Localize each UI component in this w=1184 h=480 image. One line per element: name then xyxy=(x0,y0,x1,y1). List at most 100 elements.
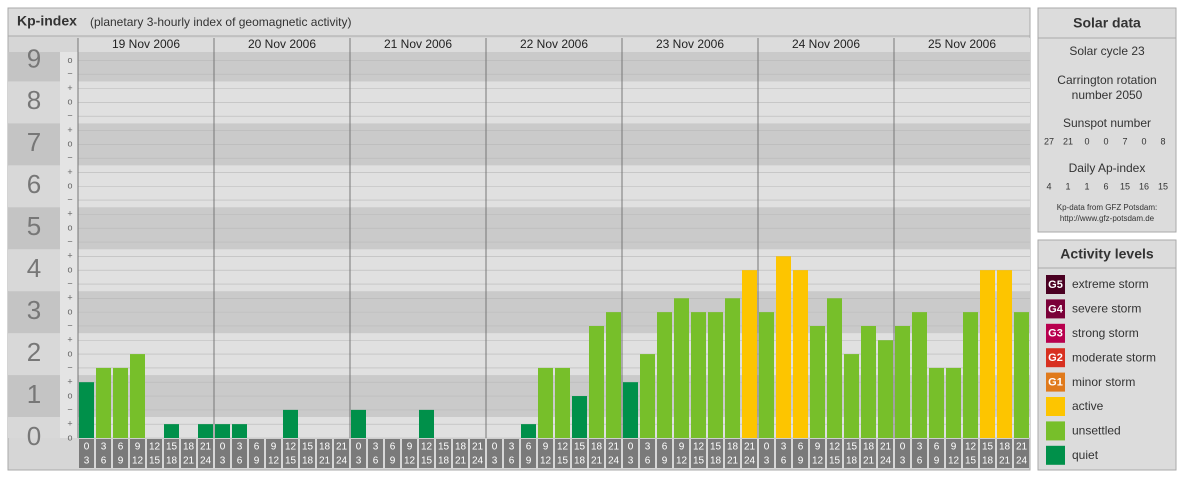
bar xyxy=(980,270,995,438)
slot-end: 6 xyxy=(781,456,787,467)
slot-end: 18 xyxy=(438,456,450,467)
sunspot-value: 0 xyxy=(1103,136,1108,146)
slot-box xyxy=(946,439,961,468)
slot-start: 21 xyxy=(472,442,484,453)
slot-box xyxy=(470,439,485,468)
bar xyxy=(691,312,706,438)
slot-start: 18 xyxy=(591,442,603,453)
ap-value: 16 xyxy=(1139,181,1149,191)
slot-start: 15 xyxy=(166,442,178,453)
slot-start: 0 xyxy=(900,442,906,453)
slot-box xyxy=(521,439,536,468)
slot-box xyxy=(249,439,264,468)
ap-value: 1 xyxy=(1084,181,1089,191)
bar xyxy=(640,354,655,438)
slot-start: 15 xyxy=(846,442,858,453)
bar xyxy=(895,325,910,438)
ap-value: 15 xyxy=(1158,181,1168,191)
slot-end: 9 xyxy=(934,456,940,467)
slot-end: 15 xyxy=(285,456,297,467)
slot-start: 15 xyxy=(302,442,314,453)
bar xyxy=(215,424,230,438)
slot-end: 9 xyxy=(526,456,532,467)
bar xyxy=(521,424,536,438)
carrington: Carrington rotation xyxy=(1057,73,1156,87)
source: Kp-data from GFZ Potsdam: xyxy=(1057,203,1157,212)
slot-end: 15 xyxy=(965,456,977,467)
minor-tick-label: o xyxy=(67,181,72,191)
slot-box xyxy=(351,439,366,468)
sunspot-value: 0 xyxy=(1141,136,1146,146)
slot-start: 18 xyxy=(999,442,1011,453)
slot-start: 9 xyxy=(543,442,549,453)
slot-box xyxy=(606,439,621,468)
axis-band xyxy=(8,123,60,166)
minor-tick-label: − xyxy=(67,194,72,204)
bar xyxy=(793,270,808,438)
axis-band xyxy=(8,52,60,82)
level-swatch xyxy=(1046,348,1065,368)
title: Kp-index xyxy=(17,13,77,29)
sunspot-value: 21 xyxy=(1063,136,1073,146)
source: http://www.gfz-potsdam.de xyxy=(1060,214,1155,223)
slot-end: 6 xyxy=(237,456,243,467)
slot-end: 12 xyxy=(812,456,824,467)
slot-start: 0 xyxy=(84,442,90,453)
slot-start: 3 xyxy=(781,442,787,453)
slot-start: 21 xyxy=(200,442,212,453)
bar xyxy=(606,312,621,438)
axis-band xyxy=(8,207,60,250)
slot-end: 18 xyxy=(982,456,994,467)
slot-box xyxy=(674,439,689,468)
axis-band xyxy=(8,417,60,438)
axis-band xyxy=(8,333,60,376)
slot-end: 6 xyxy=(645,456,651,467)
slot-end: 18 xyxy=(166,456,178,467)
slot-end: 21 xyxy=(591,456,603,467)
bar xyxy=(776,256,791,438)
day-label: 20 Nov 2006 xyxy=(248,37,316,51)
bar xyxy=(538,367,553,438)
level-swatch xyxy=(1046,372,1065,392)
slot-end: 6 xyxy=(101,456,107,467)
level-name: quiet xyxy=(1072,448,1099,462)
level-swatch xyxy=(1046,323,1065,343)
day-label: 25 Nov 2006 xyxy=(928,37,996,51)
level-name: extreme storm xyxy=(1072,277,1149,291)
minor-tick-label: o xyxy=(67,307,72,317)
slot-start: 21 xyxy=(744,442,756,453)
minor-tick-label: o xyxy=(67,390,72,400)
slot-end: 6 xyxy=(509,456,515,467)
bar xyxy=(997,270,1012,438)
slot-start: 15 xyxy=(710,442,722,453)
slot-start: 3 xyxy=(645,442,651,453)
minor-tick-label: o xyxy=(67,432,72,442)
slot-box xyxy=(181,439,196,468)
bar xyxy=(164,424,179,438)
axis-band xyxy=(8,291,60,334)
level-swatch xyxy=(1046,397,1065,416)
solar-cycle: Solar cycle 23 xyxy=(1069,44,1145,58)
slot-end: 9 xyxy=(798,456,804,467)
slot-end: 9 xyxy=(118,456,124,467)
slot-start: 6 xyxy=(662,442,668,453)
slot-box xyxy=(844,439,859,468)
ap-value: 6 xyxy=(1103,181,1108,191)
slot-box xyxy=(810,439,825,468)
slot-end: 3 xyxy=(84,456,90,467)
slot-box xyxy=(130,439,145,468)
slot-box xyxy=(164,439,179,468)
panel-title: Solar data xyxy=(1073,15,1141,31)
slot-end: 15 xyxy=(693,456,705,467)
slot-start: 18 xyxy=(455,442,467,453)
bar xyxy=(827,298,842,438)
minor-tick-label: − xyxy=(67,236,72,246)
slot-start: 0 xyxy=(356,442,362,453)
bar xyxy=(725,298,740,438)
bar xyxy=(929,367,944,438)
minor-tick-label: + xyxy=(67,251,72,261)
slot-end: 9 xyxy=(390,456,396,467)
slot-end: 18 xyxy=(710,456,722,467)
slot-start: 18 xyxy=(319,442,331,453)
